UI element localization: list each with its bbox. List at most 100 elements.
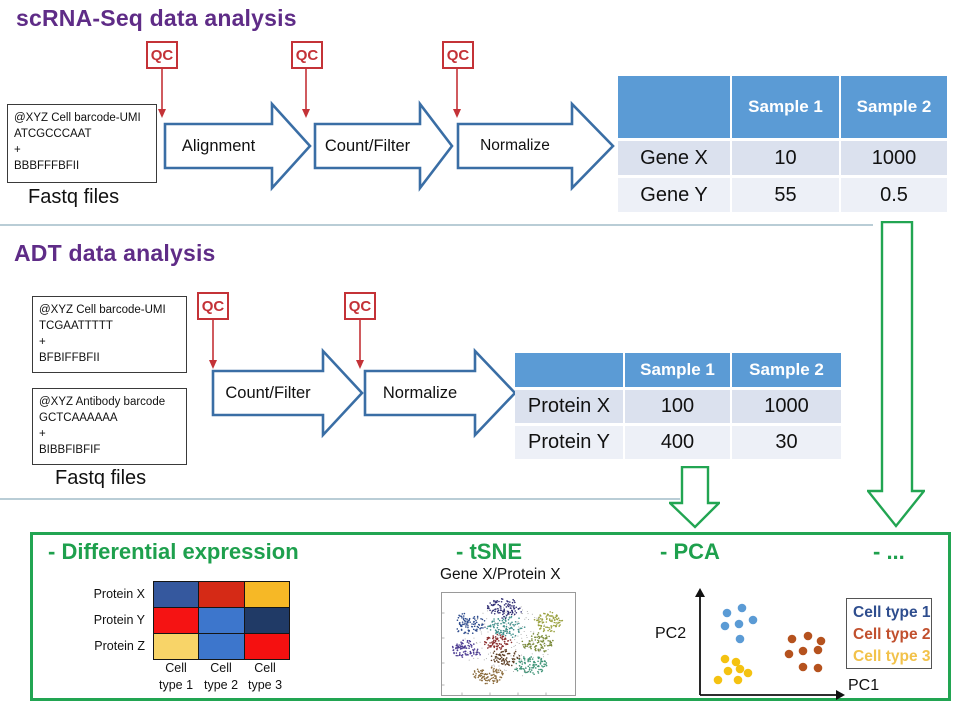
fastq-files-label: Fastq files xyxy=(28,186,120,208)
heatmap-col-label: Cell type 3 xyxy=(240,660,290,694)
heatmap-row-label: Protein Y xyxy=(93,613,145,627)
block-arrow-icon xyxy=(211,347,364,439)
fastq-line: + xyxy=(39,428,46,440)
heatmap-cell xyxy=(244,607,290,635)
table-corner-cell xyxy=(515,353,623,387)
block-arrow-icon xyxy=(163,100,312,192)
table-header: Sample 1 xyxy=(732,76,839,138)
fastq-line: + xyxy=(14,144,21,156)
col-label-line: Cell xyxy=(165,661,187,675)
col-label-line: type 1 xyxy=(158,677,194,692)
expression-heatmap xyxy=(153,581,290,660)
legend-item: Cell type 2 xyxy=(853,626,931,643)
col-label-line: type 2 xyxy=(203,677,239,692)
table-row-label: Protein X xyxy=(515,390,623,423)
qc-box-5: QC xyxy=(344,292,376,320)
pca-y-axis-label: PC2 xyxy=(655,625,687,642)
fastq-line: @XYZ Cell barcode-UMI xyxy=(39,304,166,316)
tsne-title: - tSNE xyxy=(456,539,522,564)
table-row-label: Gene Y xyxy=(618,178,730,212)
table-cell: 55 xyxy=(732,178,839,212)
pca-plot-svg xyxy=(695,588,845,700)
table-corner-cell xyxy=(618,76,730,138)
step-arrow-normalize-adt: Normalize xyxy=(363,347,517,439)
tsne-subtitle: Gene X/Protein X xyxy=(440,566,561,583)
heatmap-cell xyxy=(153,581,200,609)
gene-expression-table: Sample 1 Sample 2 Gene X 10 1000 Gene Y … xyxy=(618,76,947,212)
scrna-section-title: scRNA-Seq data analysis xyxy=(16,5,297,31)
fastq-line: GCTCAAAAAA xyxy=(39,412,118,424)
fastq-line: BBBFFFBFII xyxy=(14,160,80,172)
step-label: Count/Filter xyxy=(225,383,311,402)
tsne-plot-svg xyxy=(442,598,564,695)
table-cell: 30 xyxy=(732,426,841,459)
qc-box-2: QC xyxy=(291,41,323,69)
heatmap-cell xyxy=(153,607,200,635)
green-down-arrow-icon xyxy=(669,466,720,529)
block-arrow-icon xyxy=(313,100,454,192)
fastq-line: @XYZ Antibody barcode xyxy=(39,396,166,408)
step-arrow-normalize: Normalize xyxy=(456,100,615,192)
fastq-line: BFBIFFBFII xyxy=(39,352,100,364)
table-header: Sample 2 xyxy=(841,76,947,138)
qc-down-arrow-icon xyxy=(453,69,461,118)
col-label-line: Cell xyxy=(254,661,276,675)
heatmap-row-label: Protein Z xyxy=(94,639,145,653)
qc-box-4: QC xyxy=(197,292,229,320)
table-cell: 1000 xyxy=(732,390,841,423)
fastq-line: TCGAATTTTT xyxy=(39,320,113,332)
step-label: Alignment xyxy=(181,136,256,155)
step-arrow-count-filter: Count/Filter xyxy=(313,100,454,192)
table-cell: 1000 xyxy=(841,141,947,175)
fastq-file-box: @XYZ Cell barcode-UMI ATCGCCCAAT + BBBFF… xyxy=(7,104,157,183)
legend-item: Cell type 1 xyxy=(853,604,931,621)
col-label-line: Cell xyxy=(210,661,232,675)
table-cell: 0.5 xyxy=(841,178,947,212)
more-methods-title: - ... xyxy=(873,539,905,564)
heatmap-cell xyxy=(198,607,246,635)
fastq-file-box: @XYZ Antibody barcode GCTCAAAAAA + BIBBF… xyxy=(32,388,187,465)
fastq-file-box: @XYZ Cell barcode-UMI TCGAATTTTT + BFBIF… xyxy=(32,296,187,373)
table-cell: 10 xyxy=(732,141,839,175)
fastq-line: + xyxy=(39,336,46,348)
qc-down-arrow-icon xyxy=(356,320,364,369)
block-arrow-icon xyxy=(456,100,615,192)
qc-down-arrow-icon xyxy=(158,69,166,118)
pca-legend: Cell type 1 Cell type 2 Cell type 3 xyxy=(846,598,932,669)
heatmap-cell xyxy=(153,633,200,660)
qc-down-arrow-icon xyxy=(302,69,310,118)
heatmap-col-label: Cell type 1 xyxy=(151,660,201,694)
step-arrow-count-filter-adt: Count/Filter xyxy=(211,347,364,439)
step-label: Normalize xyxy=(382,383,458,402)
downstream-panel: - Differential expression Protein X Prot… xyxy=(30,532,951,701)
diff-expression-title: - Differential expression xyxy=(48,539,299,564)
table-cell: 400 xyxy=(625,426,730,459)
table-row-label: Protein Y xyxy=(515,426,623,459)
section-divider xyxy=(0,224,873,226)
table-header: Sample 2 xyxy=(732,353,841,387)
heatmap-cell xyxy=(198,633,246,660)
step-arrow-alignment: Alignment xyxy=(163,100,312,192)
heatmap-col-label: Cell type 2 xyxy=(196,660,246,694)
qc-down-arrow-icon xyxy=(209,320,217,369)
table-row-label: Gene X xyxy=(618,141,730,175)
table-header: Sample 1 xyxy=(625,353,730,387)
protein-expression-table: Sample 1 Sample 2 Protein X 100 1000 Pro… xyxy=(515,353,841,459)
pca-x-axis-label: PC1 xyxy=(848,677,880,694)
heatmap-cell xyxy=(244,581,290,609)
step-label: Normalize xyxy=(480,137,550,154)
fastq-line: ATCGCCCAAT xyxy=(14,128,92,140)
col-label-line: type 3 xyxy=(247,677,283,692)
step-label: Count/Filter xyxy=(324,136,411,155)
heatmap-cell xyxy=(198,581,246,609)
adt-section-title: ADT data analysis xyxy=(14,240,216,266)
fastq-line: @XYZ Cell barcode-UMI xyxy=(14,112,141,124)
table-cell: 100 xyxy=(625,390,730,423)
heatmap-cell xyxy=(244,633,290,660)
qc-box-3: QC xyxy=(442,41,474,69)
fastq-line: BIBBFIBFIF xyxy=(39,444,101,456)
qc-box-1: QC xyxy=(146,41,178,69)
legend-item: Cell type 3 xyxy=(853,648,931,665)
green-down-arrow-icon xyxy=(867,221,925,528)
